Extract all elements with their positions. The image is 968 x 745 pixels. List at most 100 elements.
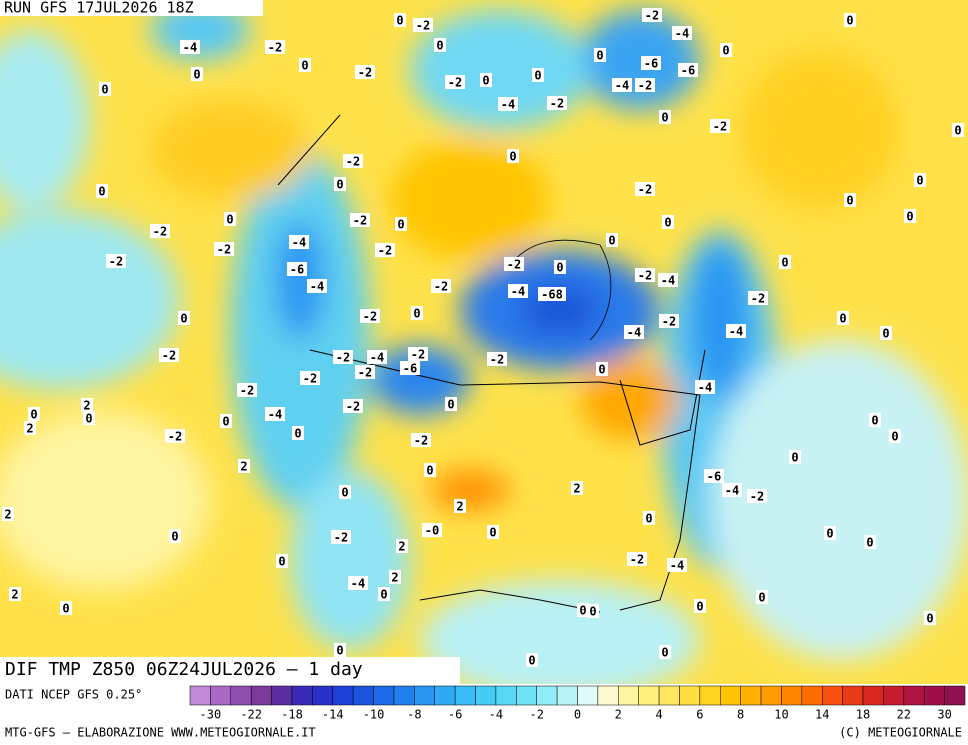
contour-label: -2: [662, 315, 676, 329]
contour-label-box: [643, 511, 655, 525]
contour-label: -2: [217, 243, 231, 257]
contour-label: 0: [62, 602, 69, 616]
contour-label: -2: [434, 280, 448, 294]
contour-label: -2: [414, 434, 428, 448]
colorbar-swatch: [720, 685, 741, 706]
contour-label: 0: [722, 44, 729, 58]
contour-label: -2: [630, 553, 644, 567]
contour-label-box: [658, 273, 678, 287]
colorbar-swatch: [210, 685, 232, 706]
contour-label-box: [220, 414, 232, 428]
contour-label: 0: [180, 312, 187, 326]
contour-label-box: [720, 43, 732, 57]
contour-label-box: [165, 429, 185, 443]
contour-label: -2: [638, 269, 652, 283]
contour-label-box: [191, 67, 203, 81]
contour-label: 2: [456, 500, 463, 514]
contour-label-box: [307, 279, 327, 293]
contour-label: 0: [534, 69, 541, 83]
contour-label-box: [343, 154, 363, 168]
contour-label-box: [96, 184, 108, 198]
contour-label-box: [844, 193, 856, 207]
contour-label: 2: [4, 508, 11, 522]
contour-label: 0: [98, 185, 105, 199]
contour-label-box: [411, 433, 431, 447]
contour-label-box: [642, 8, 662, 22]
contour-label-box: [411, 306, 423, 320]
contour-label: 0: [397, 218, 404, 232]
contour-label-box: [375, 243, 395, 257]
contour-label: -2: [358, 366, 372, 380]
contour-label: 0: [596, 49, 603, 63]
source-label: DATI NCEP GFS 0.25°: [5, 688, 142, 702]
contour-label: 0: [294, 427, 301, 441]
contour-label-box: [24, 421, 36, 435]
colorbar-label: -2: [529, 708, 543, 722]
contour-label-box: [869, 413, 881, 427]
contour-label-box: [662, 215, 674, 229]
contour-label-box: [422, 523, 442, 537]
colorbar-swatch: [352, 685, 374, 706]
contour-label-box: [389, 570, 401, 584]
contour-label: -2: [713, 120, 727, 134]
contour-label: -6: [681, 64, 695, 78]
contour-label-box: [659, 110, 671, 124]
contour-label: -2: [268, 41, 282, 55]
colorbar-label: 14: [815, 708, 829, 722]
copyright-label: (C) METEOGIORNALE: [839, 726, 962, 740]
colorbar-swatch: [801, 685, 823, 706]
contour-label-box: [924, 611, 936, 625]
contour-label-box: [159, 348, 179, 362]
contour-label: -4: [725, 484, 739, 498]
colorbar-label: 0: [574, 708, 581, 722]
contour-label-box: [635, 78, 655, 92]
colorbar-label: -18: [281, 708, 303, 722]
colorbar-swatch: [393, 685, 415, 706]
contour-label-box: [526, 653, 538, 667]
colorbar-swatch: [556, 685, 578, 706]
colorbar-swatch: [923, 685, 945, 706]
contour-label-box: [180, 40, 200, 54]
contour-label: 0: [482, 74, 489, 88]
colorbar-label: -30: [200, 708, 222, 722]
contour-label: -4: [675, 27, 689, 41]
contour-label: 0: [916, 174, 923, 188]
contour-label: -2: [153, 225, 167, 239]
contour-label: 0: [839, 312, 846, 326]
contour-label-box: [487, 525, 499, 539]
contour-label-box: [747, 489, 767, 503]
contour-label: -68: [541, 288, 563, 302]
contour-label: -4: [729, 325, 743, 339]
colorbar-label: 4: [655, 708, 662, 722]
contour-label-box: [577, 603, 589, 617]
contour-label: 0: [645, 512, 652, 526]
colorbar-swatch: [291, 685, 313, 706]
colorbar-label: -6: [448, 708, 462, 722]
contour-label-box: [237, 383, 257, 397]
contour-label-box: [424, 463, 436, 477]
contour-label: -2: [490, 353, 504, 367]
credit-label: MTG-GFS — ELABORAZIONE WWW.METEOGIORNALE…: [5, 726, 316, 740]
contour-label-box: [824, 526, 836, 540]
contour-label: 0: [661, 646, 668, 660]
contour-label: 0: [926, 612, 933, 626]
contour-label: 0: [413, 307, 420, 321]
contour-label-box: [659, 645, 671, 659]
contour-label: 0: [826, 527, 833, 541]
colorbar-label: 2: [615, 708, 622, 722]
colorbar-swatch: [495, 685, 517, 706]
contour-label: -2: [411, 348, 425, 362]
contour-label: 0: [101, 83, 108, 97]
contour-label-box: [81, 398, 93, 412]
colorbar-label: -4: [489, 708, 503, 722]
contour-label: -2: [240, 384, 254, 398]
contour-label: 0: [396, 14, 403, 28]
contour-label: -6: [290, 263, 304, 277]
contour-label: 0: [336, 644, 343, 658]
contour-label-box: [837, 311, 849, 325]
contour-label: -2: [645, 9, 659, 23]
contour-label-box: [624, 325, 644, 339]
contour-label: -4: [661, 274, 675, 288]
contour-label-box: [339, 485, 351, 499]
colorbar: -30 -22 -18 -14 -10 -8 -6 -4 -2 0 2 4 6 8 10 14 18 22 30: [189, 685, 966, 722]
